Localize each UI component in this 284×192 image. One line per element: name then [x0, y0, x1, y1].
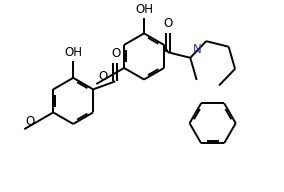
Text: O: O: [26, 115, 35, 128]
Text: N: N: [193, 43, 202, 55]
Text: O: O: [163, 17, 172, 30]
Text: OH: OH: [135, 3, 153, 16]
Text: O: O: [98, 70, 107, 83]
Text: O: O: [111, 47, 120, 60]
Text: OH: OH: [64, 46, 82, 59]
